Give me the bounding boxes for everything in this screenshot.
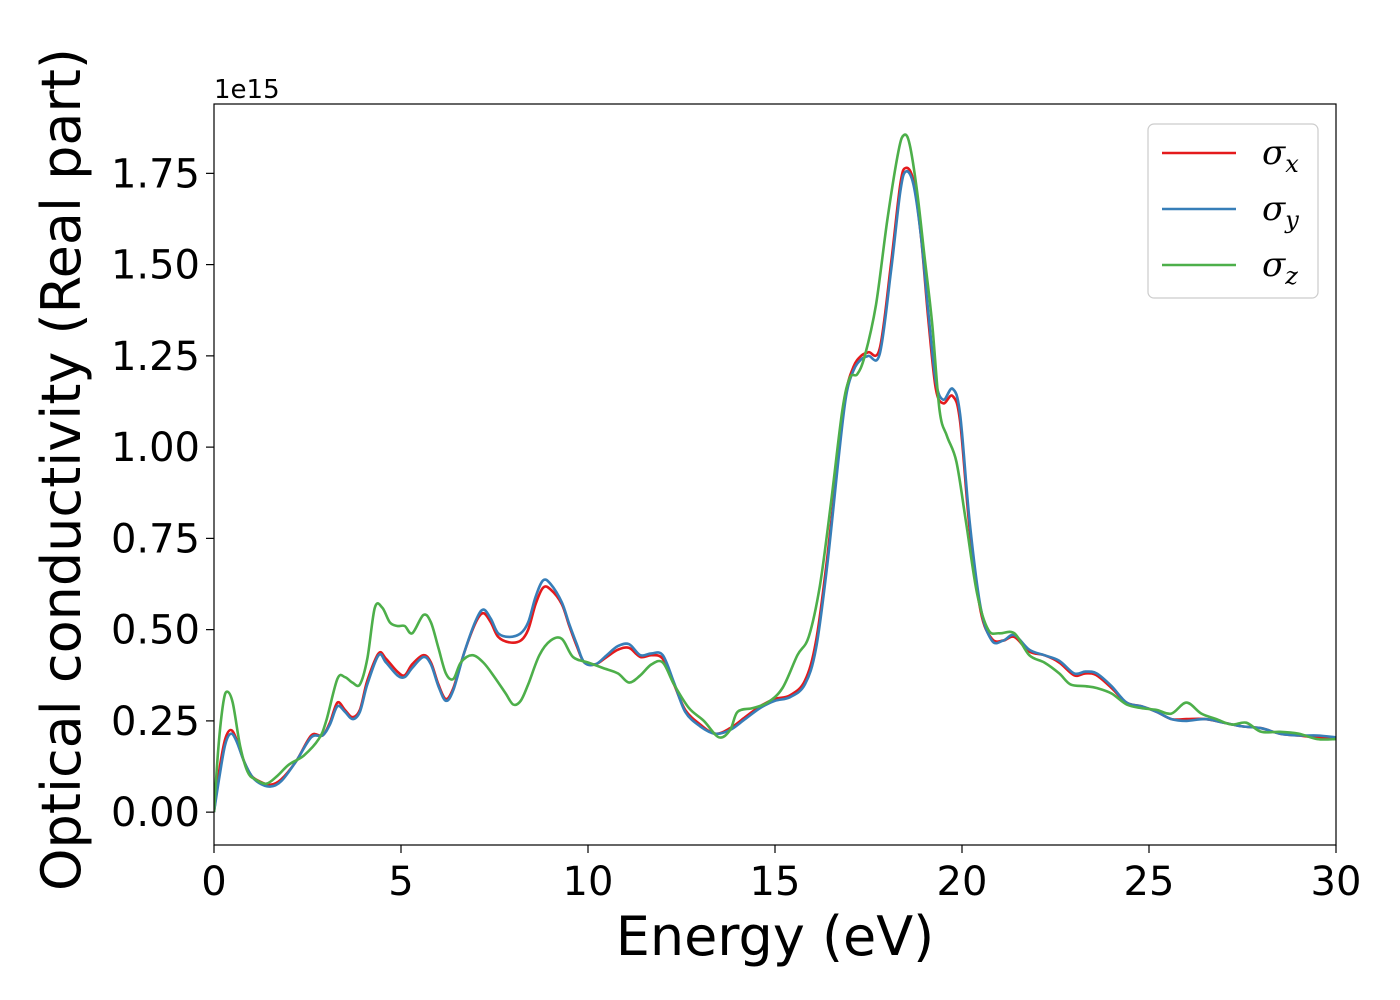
x-tick-label: 20 xyxy=(937,859,988,905)
series-lines xyxy=(214,133,1336,813)
legend-label-z: σz xyxy=(1262,245,1298,290)
y-axis-exponent-label: 1e15 xyxy=(214,75,280,105)
x-tick-label: 5 xyxy=(388,859,413,905)
series-line-z xyxy=(214,133,1336,813)
x-axis-ticks: 0 5 10 15 20 25 30 xyxy=(201,845,1361,905)
y-axis-ticks: 0.00 0.25 0.50 0.75 1.00 1.25 1.50 1.75 xyxy=(111,151,214,836)
y-tick-label: 0.75 xyxy=(111,516,200,562)
x-axis-title: Energy (eV) xyxy=(616,905,935,968)
x-tick-label: 0 xyxy=(201,859,226,905)
y-tick-label: 1.75 xyxy=(111,151,200,197)
legend: σx σy σz xyxy=(1147,123,1319,299)
y-tick-label: 0.25 xyxy=(111,699,200,745)
x-tick-label: 10 xyxy=(563,859,614,905)
x-tick-label: 30 xyxy=(1311,859,1362,905)
y-tick-label: 0.50 xyxy=(111,608,200,654)
y-tick-label: 0.00 xyxy=(111,790,200,836)
legend-box xyxy=(1147,123,1319,299)
legend-label-x: σx xyxy=(1262,133,1299,178)
y-tick-label: 1.25 xyxy=(111,334,200,380)
y-tick-label: 1.50 xyxy=(111,243,200,289)
x-tick-label: 25 xyxy=(1124,859,1175,905)
legend-label-y: σy xyxy=(1262,189,1299,234)
y-tick-label: 1.00 xyxy=(111,425,200,471)
x-tick-label: 15 xyxy=(750,859,801,905)
y-axis-title: Optical conductivity (Real part) xyxy=(30,48,93,891)
series-line-y xyxy=(214,170,1336,813)
